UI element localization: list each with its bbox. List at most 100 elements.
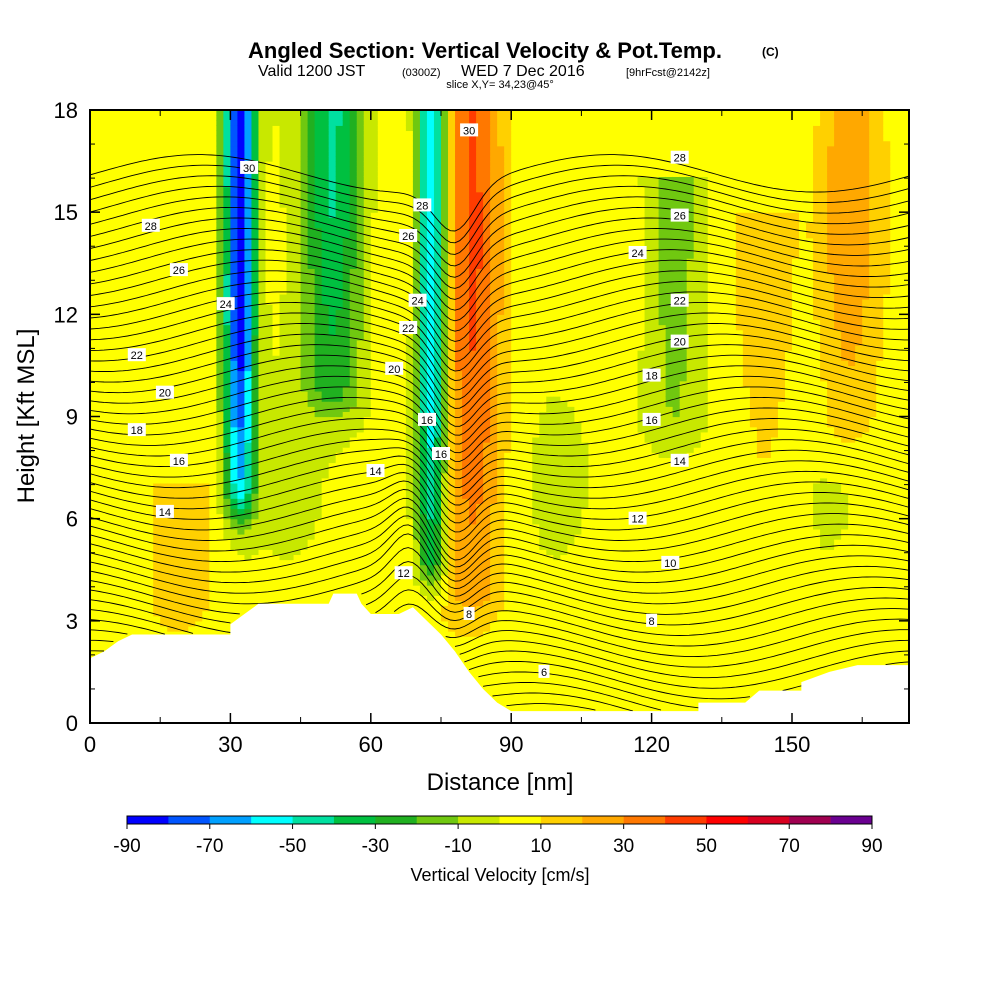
velocity-cell: [307, 237, 316, 244]
velocity-cell: [300, 319, 309, 326]
velocity-cell: [125, 585, 133, 591]
velocity-cell: [265, 513, 274, 520]
velocity-cell: [216, 232, 224, 239]
velocity-cell: [230, 309, 239, 315]
velocity-cell: [356, 370, 365, 377]
velocity-cell: [104, 247, 112, 254]
velocity-cell: [237, 610, 246, 617]
velocity-cell: [188, 176, 196, 183]
velocity-cell: [146, 518, 154, 525]
velocity-cell: [237, 493, 246, 499]
velocity-cell: [111, 401, 119, 407]
velocity-cell: [188, 196, 196, 203]
velocity-cell: [90, 625, 98, 632]
velocity-cell: [216, 590, 224, 596]
velocity-cell: [153, 145, 161, 152]
velocity-cell: [321, 227, 330, 234]
velocity-cell: [181, 426, 189, 433]
velocity-cell: [153, 401, 161, 407]
velocity-cell: [300, 385, 309, 392]
velocity-cell: [104, 600, 112, 607]
velocity-cell: [195, 396, 203, 402]
velocity-cell: [181, 278, 189, 285]
velocity-cell: [174, 227, 182, 234]
velocity-cell: [272, 207, 281, 213]
velocity-cell: [363, 299, 372, 305]
velocity-cell: [97, 574, 105, 581]
velocity-cell: [153, 232, 161, 239]
velocity-cell: [279, 181, 288, 188]
velocity-cell: [335, 457, 344, 464]
velocity-cell: [265, 518, 274, 525]
velocity-cell: [258, 258, 267, 264]
velocity-cell: [342, 523, 351, 530]
velocity-cell: [286, 130, 295, 137]
velocity-cell: [328, 411, 337, 418]
velocity-cell: [188, 421, 196, 428]
velocity-cell: [356, 344, 365, 351]
velocity-cell: [342, 467, 351, 474]
velocity-cell: [111, 625, 119, 632]
velocity-cell: [209, 314, 217, 321]
velocity-cell: [265, 390, 274, 397]
velocity-cell: [223, 150, 231, 157]
velocity-cell: [314, 319, 323, 326]
velocity-cell: [356, 217, 365, 223]
velocity-cell: [146, 176, 154, 183]
velocity-cell: [363, 508, 372, 515]
velocity-cell: [223, 518, 231, 525]
velocity-cell: [279, 579, 288, 586]
velocity-cell: [111, 636, 119, 642]
velocity-cell: [104, 401, 112, 407]
velocity-cell: [293, 150, 302, 157]
velocity-cell: [293, 299, 302, 305]
velocity-cell: [125, 314, 133, 321]
velocity-cell: [251, 242, 260, 249]
velocity-cell: [321, 452, 330, 458]
velocity-cell: [244, 201, 253, 208]
velocity-cell: [307, 263, 316, 269]
velocity-cell: [244, 268, 253, 275]
velocity-cell: [342, 462, 351, 469]
velocity-cell: [258, 406, 267, 412]
velocity-cell: [356, 201, 365, 208]
velocity-cell: [209, 217, 217, 223]
velocity-cell: [356, 411, 365, 418]
velocity-cell: [258, 309, 267, 315]
velocity-cell: [307, 488, 316, 494]
velocity-cell: [202, 488, 210, 494]
velocity-cell: [321, 253, 330, 259]
velocity-cell: [132, 273, 140, 280]
velocity-cell: [244, 564, 253, 571]
velocity-cell: [335, 309, 344, 315]
velocity-cell: [335, 253, 344, 259]
velocity-cell: [174, 426, 182, 433]
velocity-cell: [335, 350, 344, 356]
velocity-cell: [209, 120, 217, 126]
velocity-cell: [202, 406, 210, 412]
velocity-cell: [153, 166, 161, 172]
velocity-cell: [349, 411, 358, 418]
velocity-cell: [314, 171, 323, 178]
velocity-cell: [118, 493, 126, 499]
velocity-cell: [314, 212, 323, 218]
velocity-cell: [202, 247, 210, 254]
velocity-cell: [111, 299, 119, 305]
velocity-cell: [321, 166, 330, 172]
velocity-cell: [251, 181, 260, 188]
velocity-cell: [265, 569, 274, 576]
velocity-cell: [216, 115, 224, 121]
velocity-cell: [174, 329, 182, 336]
velocity-cell: [209, 447, 217, 453]
velocity-cell: [167, 595, 175, 601]
velocity-cell: [160, 467, 168, 474]
velocity-cell: [111, 319, 119, 326]
velocity-cell: [111, 457, 119, 464]
velocity-cell: [314, 493, 323, 499]
velocity-cell: [153, 130, 161, 137]
velocity-cell: [181, 288, 189, 295]
velocity-cell: [181, 503, 189, 510]
velocity-cell: [356, 513, 365, 520]
velocity-cell: [328, 135, 337, 142]
velocity-cell: [174, 431, 182, 438]
